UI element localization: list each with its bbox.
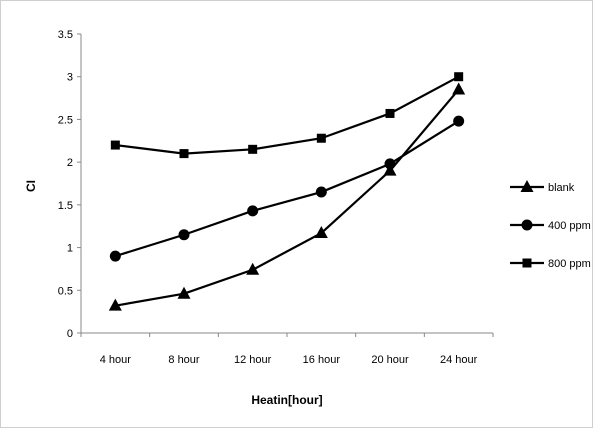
x-axis: 4 hour 8 hour 12 hour 16 hour 20 hour 24 hour — [80, 332, 494, 366]
data-point — [179, 149, 189, 159]
data-point — [248, 144, 258, 154]
y-tick-label: 3.5 — [58, 29, 73, 41]
data-point — [314, 226, 328, 239]
legend-entry: blank — [510, 180, 575, 194]
data-point — [316, 133, 326, 143]
data-point — [453, 115, 465, 127]
series-layer — [108, 72, 466, 311]
data-point — [315, 186, 327, 198]
legend-marker — [521, 219, 533, 231]
data-point — [177, 286, 191, 299]
legend-entry: 800 ppm — [510, 258, 591, 270]
legend-marker — [520, 180, 534, 192]
data-point — [384, 158, 396, 170]
data-point — [109, 250, 121, 262]
x-tick-label: 12 hour — [234, 354, 272, 366]
y-tick-label: 2 — [67, 157, 73, 169]
y-axis-title: CI — [24, 180, 38, 192]
data-point — [385, 108, 395, 118]
data-point — [246, 262, 260, 275]
data-point — [108, 298, 122, 311]
y-tick-label: 0.5 — [58, 285, 73, 297]
legend: blank 400 ppm 800 ppm — [510, 180, 591, 270]
series-400-ppm — [109, 115, 465, 262]
x-tick-label: 4 hour — [100, 354, 132, 366]
series-800-ppm — [110, 72, 464, 159]
y-tick-label: 3 — [67, 72, 73, 84]
data-point — [454, 72, 464, 82]
y-tick-label: 1 — [67, 243, 73, 255]
legend-label: 400 ppm — [548, 220, 591, 232]
series-line — [115, 120, 460, 258]
series-line — [115, 75, 460, 155]
data-point — [178, 229, 190, 241]
x-tick-label: 16 hour — [303, 354, 341, 366]
legend-label: blank — [548, 182, 575, 194]
legend-marker — [522, 258, 532, 268]
data-point — [110, 140, 120, 150]
x-tick-label: 8 hour — [168, 354, 200, 366]
y-tick-label: 1.5 — [58, 200, 73, 212]
legend-label: 800 ppm — [548, 258, 591, 270]
y-tick-label: 0 — [67, 328, 73, 340]
y-tick-label: 2.5 — [58, 114, 73, 126]
x-axis-title: Heatin[hour] — [251, 393, 322, 407]
data-point — [452, 82, 466, 95]
x-tick-label: 24 hour — [440, 354, 478, 366]
y-axis: 0 0.5 1 1.5 2 2.5 3 3.5 — [58, 29, 82, 340]
legend-entry: 400 ppm — [510, 219, 591, 232]
x-tick-label: 20 hour — [371, 354, 409, 366]
data-point — [383, 163, 397, 176]
data-point — [247, 205, 259, 217]
